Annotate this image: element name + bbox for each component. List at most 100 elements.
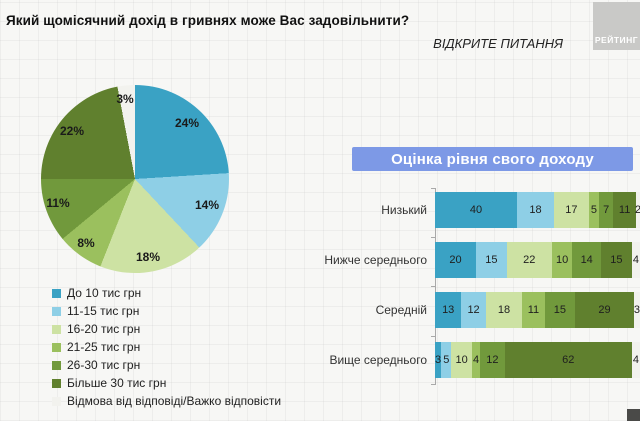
bar-row: Нижче середнього 20 15 22 10 14 15 4 bbox=[324, 238, 640, 288]
open-question-note: ВІДКРИТЕ ПИТАННЯ bbox=[433, 36, 563, 51]
bar-segment-value: 4 bbox=[472, 354, 480, 366]
bar-segment-value: 17 bbox=[565, 204, 578, 216]
bar-segment: 2 bbox=[635, 192, 640, 228]
bar-stack: 40 18 17 5 7 11 2 bbox=[435, 192, 640, 228]
bar-stack: 3 5 10 4 12 62 4 bbox=[435, 342, 640, 378]
axis-tick bbox=[431, 384, 435, 385]
pie-slice-label: 11% bbox=[46, 196, 70, 210]
bar-segment-value: 12 bbox=[467, 304, 480, 316]
bar-segment: 20 bbox=[435, 242, 476, 278]
bar-segment: 18 bbox=[517, 192, 554, 228]
bar-segment-value: 11 bbox=[618, 204, 631, 216]
legend: До 10 тис грн 11-15 тис грн 16-20 тис грн 2… bbox=[52, 284, 281, 410]
bar-segment: 15 bbox=[476, 242, 507, 278]
legend-item: 26-30 тис грн bbox=[52, 356, 281, 374]
bar-segment-value: 10 bbox=[455, 354, 468, 366]
bar-stack: 20 15 22 10 14 15 4 bbox=[435, 242, 640, 278]
pie-slice-label: 22% bbox=[59, 124, 85, 138]
bar-row-label: Вище середнього bbox=[329, 353, 427, 367]
bar-segment-value: 4 bbox=[632, 354, 639, 366]
bar-segment: 29 bbox=[575, 292, 634, 328]
bar-segment: 11 bbox=[613, 192, 636, 228]
bar-rows: Низький 40 18 17 5 7 11 2 Нижче середнього 20 15 22… bbox=[324, 188, 640, 388]
pie-slice-label: 24% bbox=[174, 116, 200, 130]
legend-label: Відмова від відповіді/Важко відповісти bbox=[67, 394, 282, 408]
bar-segment-value: 18 bbox=[529, 204, 542, 216]
legend-item: 21-25 тис грн bbox=[52, 338, 281, 356]
pie-slice-label: 18% bbox=[135, 250, 161, 264]
bar-segment: 4 bbox=[471, 342, 481, 378]
rating-logo-text: РЕЙТИНГ bbox=[594, 35, 639, 45]
bar-segment-value: 29 bbox=[598, 304, 611, 316]
bar-segment: 7 bbox=[599, 192, 614, 228]
legend-label: До 10 тис грн bbox=[67, 286, 142, 300]
legend-label: 16-20 тис грн bbox=[67, 322, 141, 336]
pie-slice-label: 14% bbox=[194, 198, 220, 212]
bar-segment-value: 15 bbox=[610, 254, 623, 266]
bar-segment-value: 40 bbox=[469, 204, 483, 216]
bar-segment: 17 bbox=[553, 192, 589, 228]
bar-segment: 13 bbox=[435, 292, 462, 328]
pie-slice-label: 3% bbox=[116, 92, 134, 106]
bar-segment: 4 bbox=[631, 342, 640, 378]
bar-row: Вище середнього 3 5 10 4 12 62 4 bbox=[329, 338, 640, 388]
category-axis bbox=[431, 188, 436, 385]
bar-segment: 22 bbox=[506, 242, 552, 278]
bar-segment-value: 12 bbox=[486, 354, 499, 366]
bar-segment-value: 7 bbox=[603, 204, 610, 216]
bar-segment: 62 bbox=[504, 342, 632, 378]
legend-item: 16-20 тис грн bbox=[52, 320, 281, 338]
bar-segment-value: 5 bbox=[443, 354, 450, 366]
bar-section-header: Оцінка рівня свого доходу bbox=[352, 147, 633, 171]
bar-segment-value: 13 bbox=[442, 304, 455, 316]
bar-segment: 18 bbox=[485, 292, 523, 328]
bar-segment: 11 bbox=[522, 292, 545, 328]
bar-row-label: Низький bbox=[381, 203, 427, 217]
bar-segment-value: 11 bbox=[527, 304, 540, 316]
bar-segment-value: 20 bbox=[449, 254, 462, 266]
bar-segment-value: 3 bbox=[435, 354, 442, 366]
bar-stack: 13 12 18 11 15 29 3 bbox=[435, 292, 640, 328]
pie-slice-label: 8% bbox=[77, 236, 95, 250]
bar-segment-value: 22 bbox=[523, 254, 536, 266]
stacked-bar-chart: Низький 40 18 17 5 7 11 2 Нижче середнього 20 15 22… bbox=[324, 188, 640, 388]
axis-tick bbox=[431, 188, 435, 189]
bar-row: Середній 13 12 18 11 15 29 3 bbox=[340, 288, 640, 338]
bar-section-title: Оцінка рівня свого доходу bbox=[391, 150, 594, 168]
bar-segment: 3 bbox=[634, 292, 640, 328]
pie-chart: 24% 14% 18% 8% 11% 22% 3% bbox=[41, 85, 229, 273]
legend-swatch bbox=[52, 324, 61, 334]
bar-segment: 10 bbox=[551, 242, 573, 278]
bar-row: Низький 40 18 17 5 7 11 2 bbox=[340, 188, 640, 238]
bar-segment-value: 15 bbox=[485, 254, 498, 266]
bar-segment: 3 bbox=[435, 342, 442, 378]
bar-segment-value: 3 bbox=[633, 304, 640, 316]
bar-row-label: Нижче середнього bbox=[324, 253, 427, 267]
rating-logo: РЕЙТИНГ bbox=[593, 2, 640, 50]
bar-segment: 4 bbox=[631, 242, 640, 278]
legend-item: Відмова від відповіді/Важко відповісти bbox=[52, 392, 281, 410]
bar-segment: 14 bbox=[572, 242, 602, 278]
legend-swatch bbox=[52, 288, 61, 298]
bar-segment-value: 5 bbox=[590, 204, 597, 216]
legend-swatch bbox=[52, 378, 61, 388]
bar-segment-value: 15 bbox=[553, 304, 566, 316]
bar-segment: 5 bbox=[588, 192, 599, 228]
bar-row-label: Середній bbox=[375, 303, 427, 317]
axis-tick bbox=[431, 336, 435, 337]
bar-segment-value: 14 bbox=[580, 254, 593, 266]
legend-swatch bbox=[52, 396, 61, 406]
page-title: Який щомісячний дохід в гривнях може Вас… bbox=[6, 13, 410, 28]
bar-segment: 12 bbox=[461, 292, 486, 328]
bar-segment: 10 bbox=[451, 342, 472, 378]
bar-segment-value: 18 bbox=[497, 304, 511, 316]
legend-label: 26-30 тис грн bbox=[67, 358, 141, 372]
legend-swatch bbox=[52, 306, 61, 316]
bar-segment-value: 4 bbox=[632, 254, 639, 266]
bar-segment: 40 bbox=[435, 192, 517, 228]
legend-label: 21-25 тис грн bbox=[67, 340, 141, 354]
bar-segment: 12 bbox=[480, 342, 505, 378]
bar-segment: 15 bbox=[601, 242, 632, 278]
bar-segment-value: 62 bbox=[562, 354, 575, 366]
